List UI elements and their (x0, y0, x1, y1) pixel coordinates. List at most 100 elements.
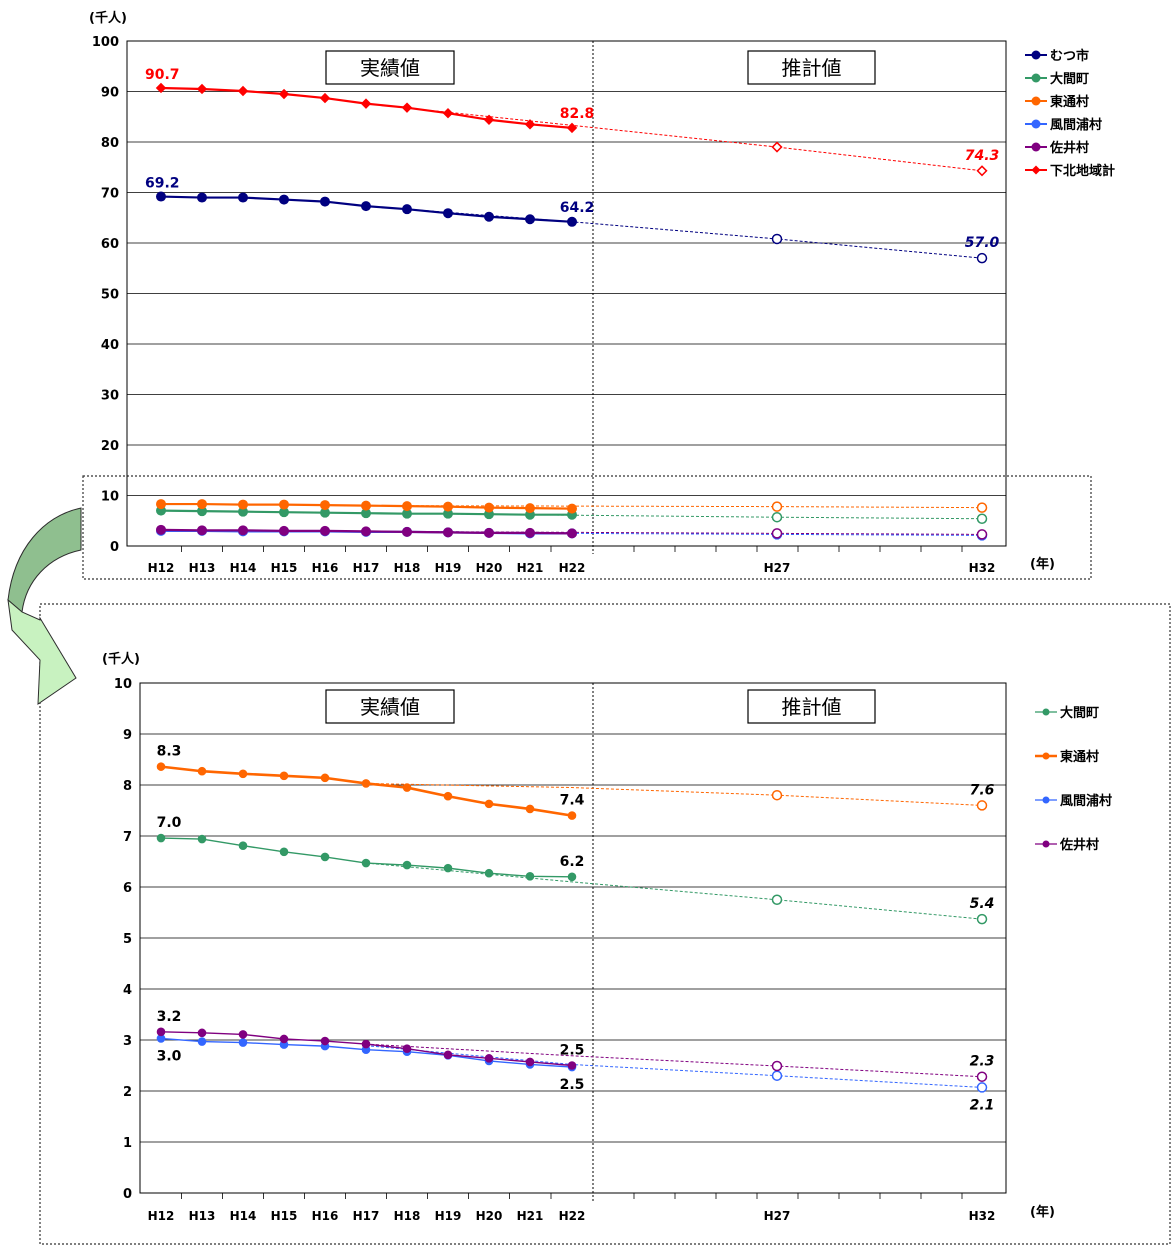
data-point (525, 1057, 535, 1067)
data-point (402, 204, 412, 215)
y-tick-label: 9 (123, 728, 132, 743)
data-point (197, 525, 207, 536)
y-tick-label: 6 (123, 881, 132, 896)
section-label-actual: 実績値 (360, 695, 420, 719)
data-point (197, 834, 207, 844)
data-point (525, 871, 535, 881)
zoom-box-bottom (39, 603, 1171, 1245)
data-point (320, 1036, 330, 1046)
data-point (484, 1054, 494, 1063)
legend-marker (1042, 752, 1050, 760)
data-point (524, 119, 536, 130)
legend-label: 大間町 (1050, 71, 1089, 87)
data-point (279, 194, 289, 205)
data-point (443, 501, 453, 512)
data-point (525, 214, 535, 225)
section-box-actual (325, 50, 455, 85)
data-point (402, 526, 412, 537)
x-tick-label: H15 (271, 1209, 298, 1223)
y-tick-label: 0 (123, 1187, 132, 1202)
data-label: 74.3 (965, 148, 1000, 164)
data-label: 8.3 (157, 744, 182, 760)
x-tick-label: H22 (559, 561, 586, 575)
legend-label: 風間浦村 (1060, 793, 1112, 809)
y-tick-label: 10 (101, 490, 119, 505)
data-point (197, 499, 207, 510)
estimate-point (771, 511, 783, 523)
section-label-estimate: 推計値 (782, 56, 842, 80)
data-point (197, 766, 207, 776)
y-tick-label: 2 (123, 1085, 132, 1100)
data-point (567, 216, 577, 227)
legend-label: 大間町 (1060, 705, 1099, 721)
x-tick-label: H13 (189, 1209, 216, 1223)
x-tick-label: H16 (312, 1209, 339, 1223)
data-point (443, 791, 453, 801)
legend-marker (1042, 840, 1050, 848)
x-tick-label: H21 (517, 1209, 544, 1223)
section-box-estimate (747, 50, 876, 85)
y-tick-label: 4 (123, 983, 132, 998)
trend-line (365, 205, 983, 259)
x-tick-label: H18 (394, 1209, 421, 1223)
legend-marker (1031, 96, 1041, 106)
data-point (279, 847, 289, 857)
x-tick-label: H20 (476, 561, 503, 575)
legend-label: 下北地域計 (1050, 163, 1115, 179)
estimate-point (976, 513, 988, 524)
estimate-point (976, 252, 988, 264)
series-line (160, 837, 573, 878)
data-point (567, 872, 577, 882)
legend-label: 佐井村 (1059, 837, 1099, 853)
data-label: 7.4 (560, 793, 585, 809)
data-point (238, 192, 248, 203)
zoom-arrow-body (7, 507, 82, 613)
data-point (156, 833, 166, 843)
data-point (156, 762, 166, 771)
data-label: 57.0 (965, 235, 1000, 251)
x-unit-label: (年) (1030, 556, 1055, 572)
x-tick-label: H27 (764, 561, 791, 575)
data-label: 7.0 (157, 815, 182, 831)
data-label: 3.2 (157, 1009, 182, 1025)
section-label-estimate: 推計値 (782, 695, 842, 719)
data-point (484, 527, 494, 538)
x-tick-label: H12 (148, 561, 175, 575)
data-point (361, 201, 371, 212)
data-point (484, 211, 494, 222)
data-point (402, 860, 412, 870)
y-tick-label: 20 (101, 439, 119, 454)
legend-label: 佐井村 (1049, 140, 1089, 156)
data-point (320, 773, 330, 783)
data-point (402, 783, 412, 792)
data-point (156, 524, 166, 535)
y-tick-label: 7 (123, 830, 132, 845)
data-point (442, 108, 454, 119)
data-point (320, 500, 330, 511)
data-label: 7.6 (970, 782, 995, 798)
data-label: 6.2 (560, 854, 585, 870)
data-point (525, 804, 535, 814)
y-tick-label: 10 (114, 677, 132, 692)
section-box-estimate (747, 689, 876, 724)
x-tick-label: H32 (969, 1209, 996, 1223)
chart-bottom: 0 1 2 3 4 5 6 7 8 9 10 H12 H13 H14 H15 H16 H17 H18 H19 H20 H… (102, 651, 1112, 1223)
y-tick-label: 70 (101, 187, 119, 202)
data-point (279, 1034, 289, 1044)
data-point (238, 769, 248, 779)
data-point (156, 1027, 166, 1037)
x-tick-label: H17 (353, 561, 380, 575)
data-point (401, 102, 413, 113)
trend-line (365, 1045, 983, 1088)
x-tick-label: H15 (271, 561, 298, 575)
legend-marker (1031, 50, 1041, 60)
y-tick-label: 5 (123, 932, 132, 947)
y-unit-label: (千人) (102, 651, 140, 667)
y-tick-label: 40 (101, 338, 119, 353)
chart-top: 0 10 20 30 40 50 60 70 80 90 100 H12 H13 H14 H15 H16 H17… (89, 10, 1115, 575)
data-point (361, 500, 371, 511)
data-point (567, 503, 577, 514)
data-point (566, 122, 578, 134)
y-tick-label: 3 (123, 1034, 132, 1049)
y-tick-label: 30 (101, 389, 119, 404)
